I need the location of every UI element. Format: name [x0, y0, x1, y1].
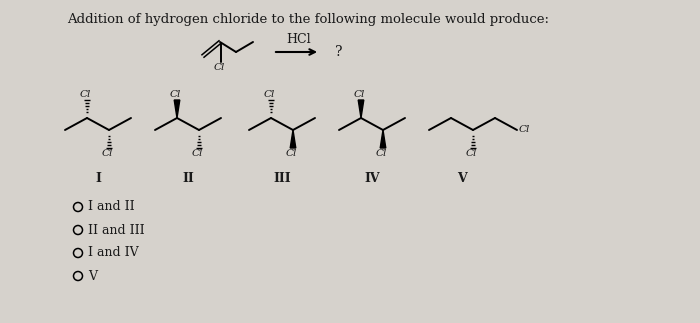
Polygon shape — [174, 100, 180, 118]
Text: I and II: I and II — [88, 201, 134, 214]
Text: Cl: Cl — [80, 90, 92, 99]
Circle shape — [74, 225, 83, 234]
Circle shape — [74, 203, 83, 212]
Text: Cl: Cl — [192, 149, 204, 158]
Text: III: III — [273, 172, 290, 185]
Text: V: V — [88, 269, 97, 283]
Text: Cl: Cl — [102, 149, 113, 158]
Text: ?: ? — [335, 45, 342, 59]
Text: V: V — [457, 172, 467, 185]
Text: II: II — [182, 172, 194, 185]
Polygon shape — [290, 130, 296, 148]
Text: Cl: Cl — [170, 90, 181, 99]
Text: I and IV: I and IV — [88, 246, 139, 259]
Text: Cl: Cl — [519, 126, 531, 134]
Text: II and III: II and III — [88, 224, 145, 236]
Polygon shape — [358, 100, 364, 118]
Text: I: I — [95, 172, 101, 185]
Polygon shape — [380, 130, 386, 148]
Circle shape — [74, 248, 83, 257]
Text: Addition of hydrogen chloride to the following molecule would produce:: Addition of hydrogen chloride to the fol… — [67, 13, 549, 26]
Text: Cl: Cl — [354, 90, 365, 99]
Circle shape — [74, 272, 83, 280]
Text: IV: IV — [364, 172, 380, 185]
Text: Cl: Cl — [214, 63, 225, 72]
Text: HCl: HCl — [286, 33, 311, 46]
Text: Cl: Cl — [286, 149, 297, 158]
Text: Cl: Cl — [376, 149, 387, 158]
Text: Cl: Cl — [264, 90, 275, 99]
Text: Cl: Cl — [466, 149, 477, 158]
